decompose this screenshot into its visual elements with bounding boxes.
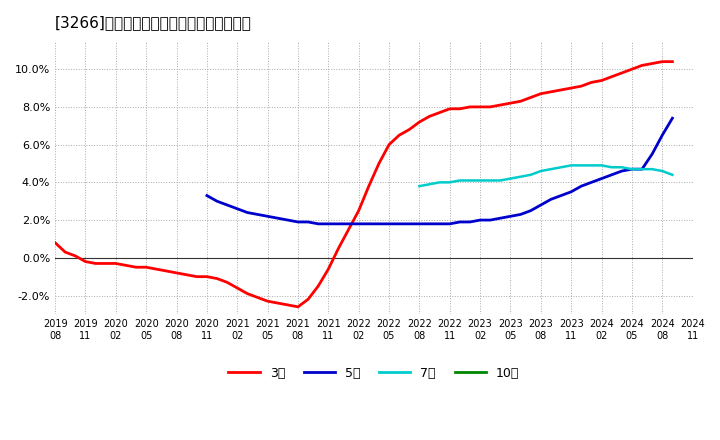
Legend: 3年, 5年, 7年, 10年: 3年, 5年, 7年, 10年: [223, 362, 524, 385]
Text: [3266]　経常利益マージンの平均値の推移: [3266] 経常利益マージンの平均値の推移: [55, 15, 252, 30]
